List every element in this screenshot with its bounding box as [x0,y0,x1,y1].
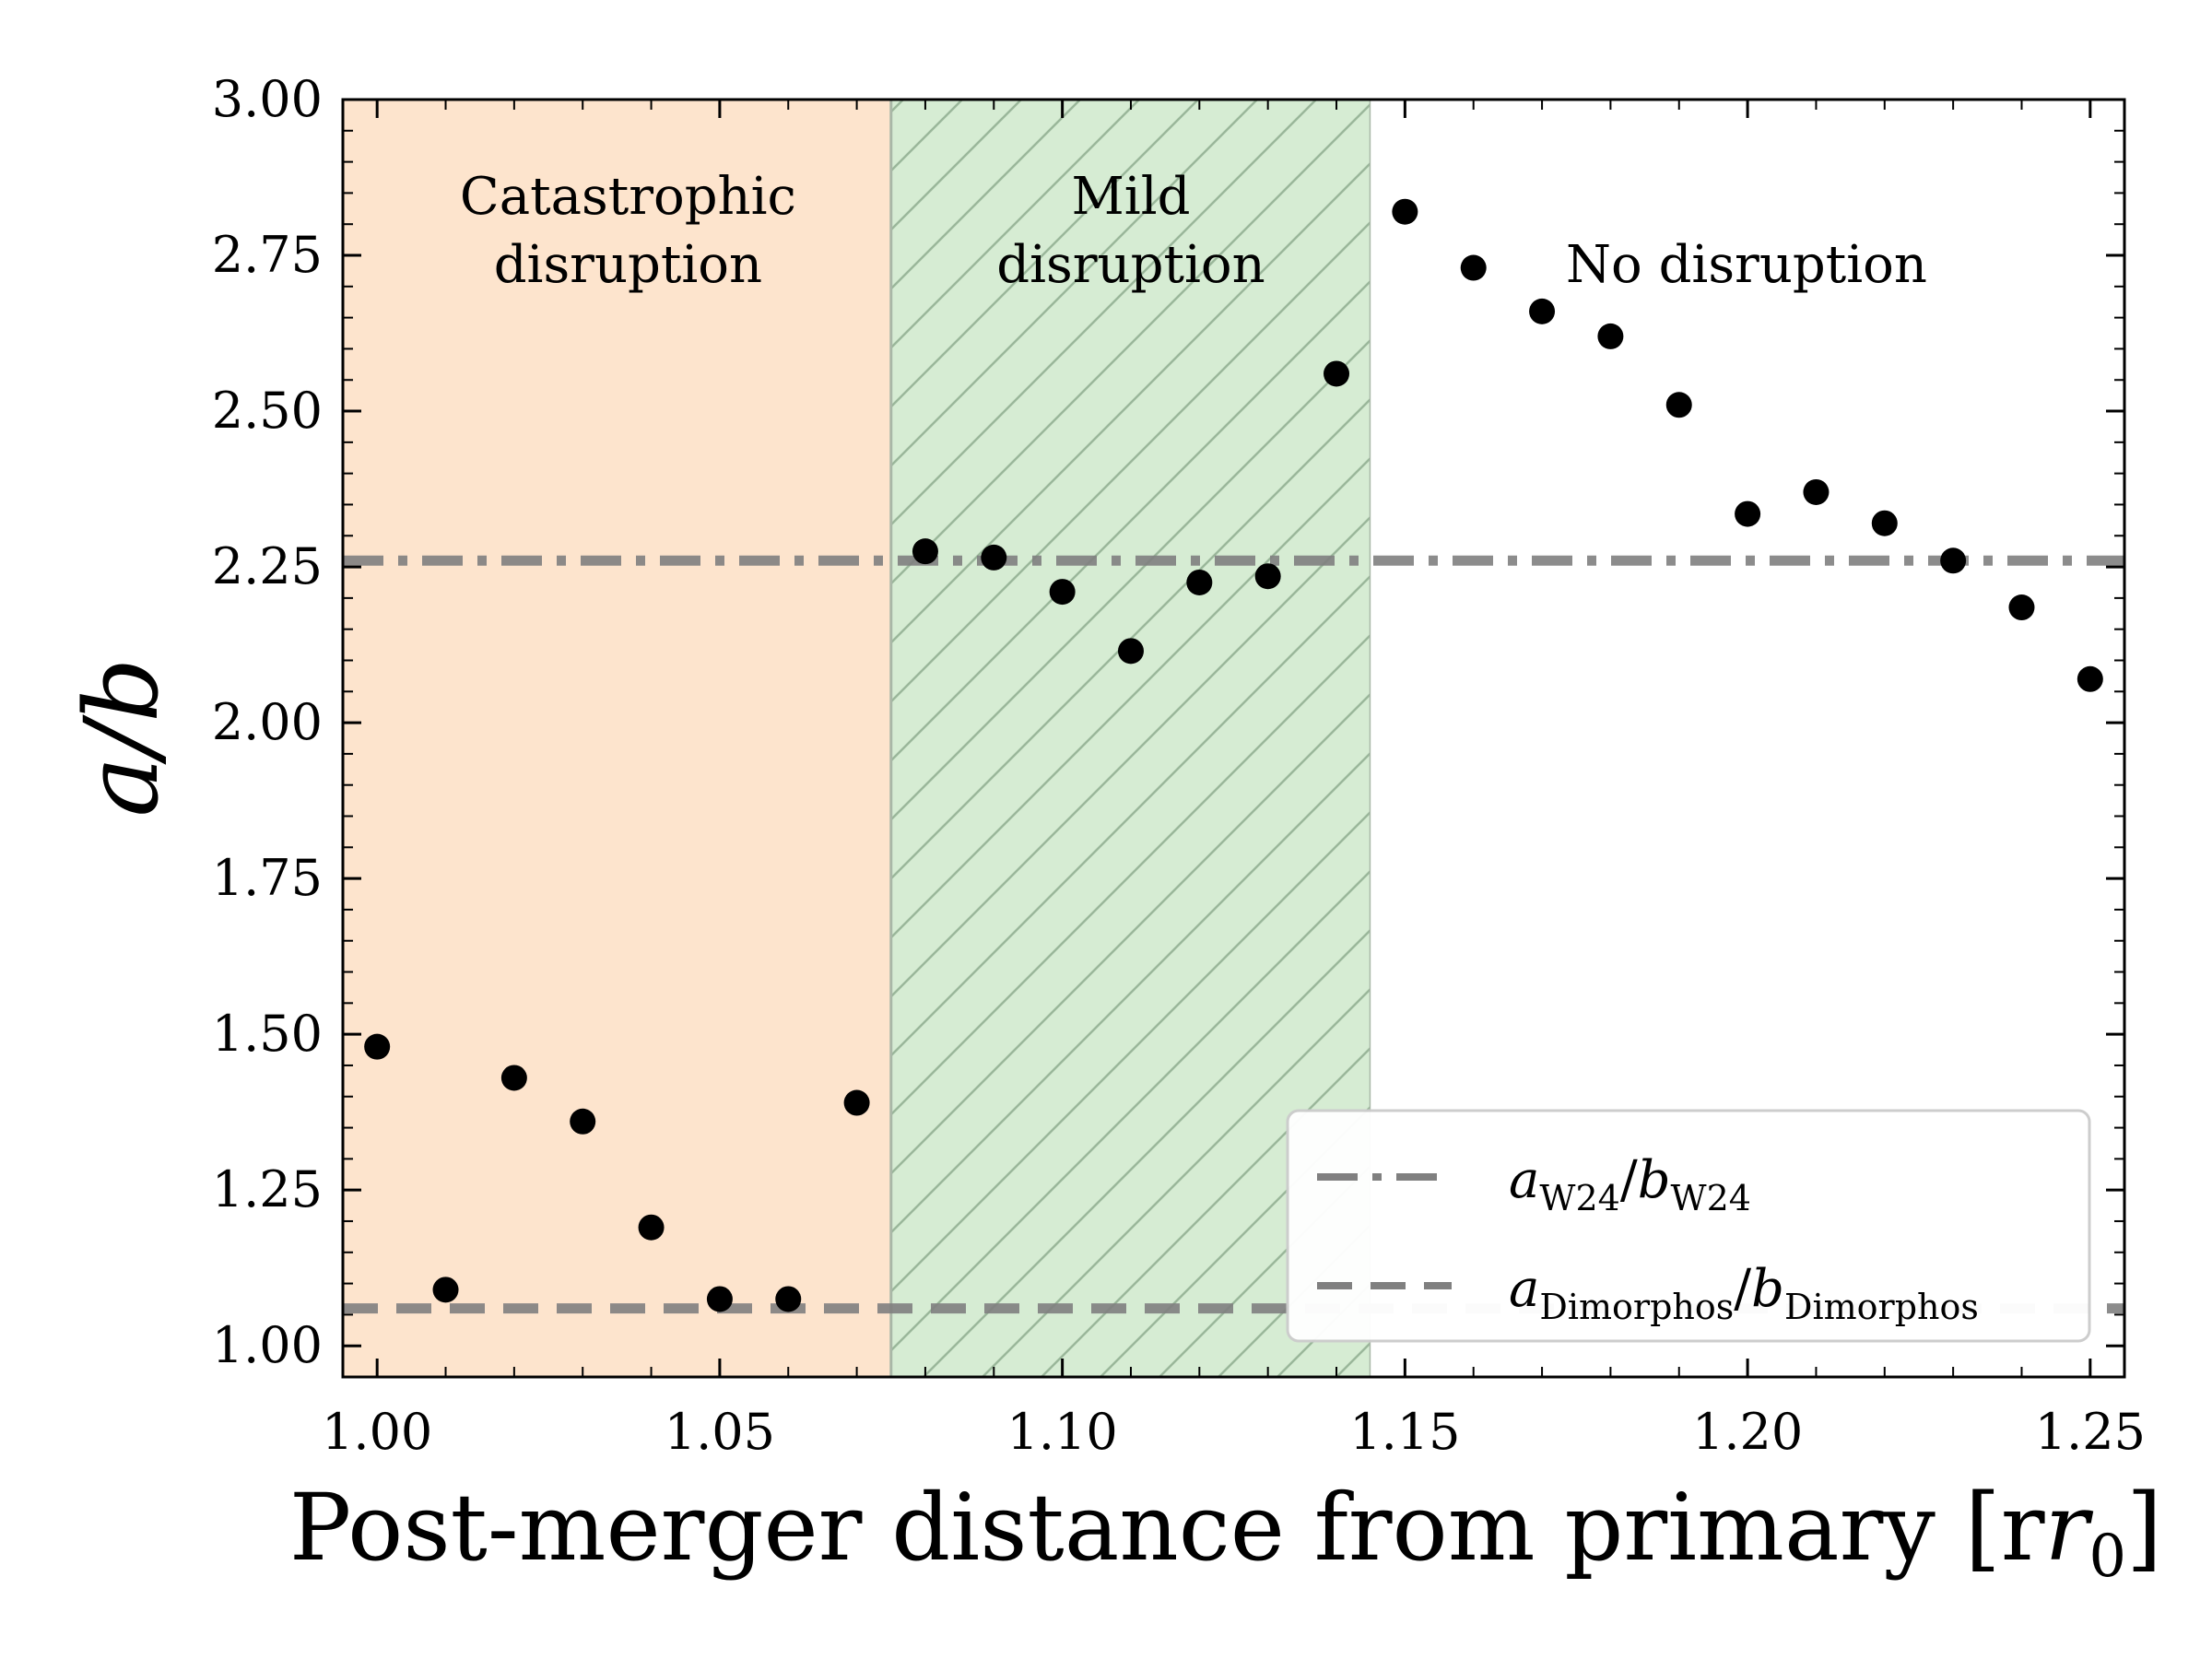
region-label-none: No disruption [1566,235,1927,295]
data-point [364,1033,391,1060]
data-point [1324,360,1350,387]
legend-label-dimorphos: aDimorphos/bDimorphos [1509,1259,1979,1327]
data-point [1529,298,1556,324]
y-tick-label: 1.25 [212,1160,323,1218]
y-tick-label: 2.25 [212,537,323,595]
data-point [570,1108,596,1135]
data-point [432,1277,459,1303]
x-tick-label: 1.05 [665,1403,775,1461]
data-point [981,544,1007,571]
region-label-catastrophic: Catastrophic [460,167,796,227]
legend-b: b [1638,1150,1671,1210]
y-tick-label: 1.00 [212,1316,323,1374]
y-tick-label: 3.00 [212,70,323,128]
data-point [1803,478,1830,505]
legend-label-w24: aW24/bW24 [1509,1150,1751,1218]
y-tick-label: 1.75 [212,849,323,907]
data-point [1186,569,1213,595]
region-label-catastrophic: disruption [494,235,762,295]
legend-a: a [1509,1259,1539,1319]
data-point [1597,323,1624,349]
x-tick-label: 1.00 [322,1403,432,1461]
data-point [1735,500,1761,527]
data-point [638,1214,665,1241]
x-tick-label: 1.25 [2035,1403,2146,1461]
data-point [1254,563,1281,590]
region-catastrophic [343,100,891,1377]
y-tick-label: 2.75 [212,226,323,284]
region-label-mild: Mild [1071,167,1190,227]
ticks-layer: 1.00 1.05 1.10 1.15 1.20 1.25 1.00 1.25 1.50 1.75… [212,70,2146,1461]
legend-b: b [1751,1259,1784,1319]
legend-b-sub: W24 [1671,1178,1751,1218]
y-tick-label: 1.50 [212,1005,323,1063]
legend-box [1286,1109,2091,1343]
x-tick-label: 1.15 [1349,1403,1460,1461]
y-tick-label: 2.50 [212,382,323,440]
data-point [500,1065,527,1091]
y-axis-title: a/b [63,657,181,817]
legend-a-sub: Dimorphos [1539,1287,1734,1327]
x-tick-label: 1.20 [1692,1403,1803,1461]
legend-b-sub: Dimorphos [1784,1287,1979,1327]
plot-frame [341,98,2126,1379]
legend-slash: / [1620,1150,1638,1210]
legend-a-sub: W24 [1539,1178,1619,1218]
region-label-mild: disruption [996,235,1265,295]
data-point [1460,254,1487,281]
data-point [1871,510,1898,536]
legend-a: a [1509,1150,1539,1210]
data-point [2008,594,2035,621]
data-point [1940,547,1967,574]
region-labels-layer: Catastrophic disruption Mild disruption No d… [460,167,1927,295]
x-axis-title: Post-merger distance from primary [rr0] [289,1474,2162,1591]
reference-lines-layer [343,555,2124,1314]
data-point [1392,198,1418,225]
data-point [1117,638,1144,665]
data-point [912,538,938,565]
data-points-layer [364,198,2103,1312]
data-point [706,1286,733,1312]
legend-slash: / [1734,1259,1751,1319]
data-point [1665,392,1692,418]
data-point [2077,665,2103,692]
x-tick-label: 1.10 [1007,1403,1118,1461]
data-point [1049,579,1076,606]
data-point [775,1286,802,1312]
data-point [843,1089,870,1116]
y-tick-label: 2.00 [212,693,323,751]
